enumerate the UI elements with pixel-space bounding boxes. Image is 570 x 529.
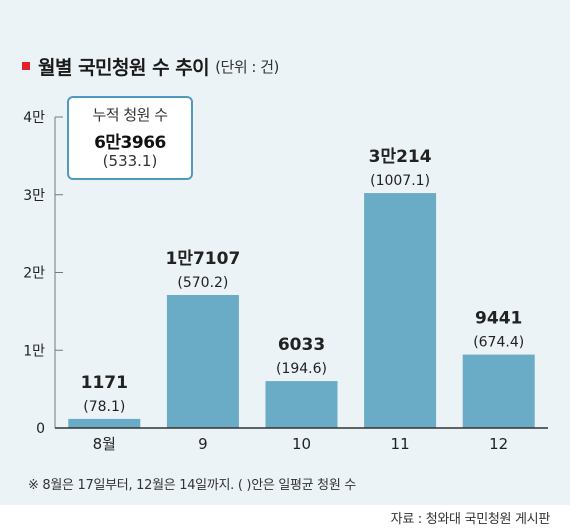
- bar-average-label: (194.6): [276, 361, 327, 377]
- x-tick-label: 10: [292, 435, 311, 453]
- x-tick-label: 8월: [93, 435, 116, 453]
- chart-title: 월별 국민청원 수 추이: [38, 56, 210, 79]
- x-tick-label: 12: [489, 435, 508, 453]
- bar-average-label: (570.2): [177, 275, 228, 291]
- bar-2: [265, 381, 338, 428]
- title-row: 월별 국민청원 수 추이 (단위 : 건): [22, 52, 279, 80]
- footnote: ※ 8월은 17일부터, 12월은 14일까지. ( )안은 일평균 청원 수: [28, 478, 356, 493]
- cumulative-total-label: 누적 청원 수: [92, 106, 168, 124]
- y-tick-label: 3만: [23, 188, 45, 204]
- bar-value-label: 9441: [475, 309, 522, 329]
- cumulative-total-value: 6만3966: [94, 133, 166, 153]
- y-tick-label: 2만: [23, 266, 45, 282]
- cumulative-daily-average: (533.1): [102, 152, 158, 170]
- bar-0: [68, 418, 141, 428]
- bar-average-label: (674.4): [473, 335, 524, 351]
- y-tick-label: 1만: [23, 343, 45, 359]
- bar-3: [364, 193, 437, 428]
- source-credit: 자료 : 청와대 국민청원 게시판: [390, 512, 551, 527]
- unit-label: (단위 : 건): [215, 57, 279, 76]
- bar-value-label: 1171: [81, 373, 128, 393]
- bar-value-label: 6033: [278, 335, 325, 355]
- bar-1: [166, 294, 239, 428]
- bar-value-label: 3만214: [369, 147, 432, 167]
- bar-average-label: (78.1): [83, 399, 125, 415]
- title-marker-icon: [22, 62, 30, 70]
- x-tick-label: 11: [391, 435, 410, 453]
- x-tick-label: 9: [198, 435, 208, 453]
- bar-average-label: (1007.1): [370, 173, 430, 189]
- y-tick-label: 4만: [23, 110, 45, 126]
- bar-4: [462, 354, 535, 428]
- bar-chart: 0 1만 2만 3만 4만 1171 (78.1) 8월 1만7107 (570.2) 9 6033 (…: [23, 110, 548, 453]
- bar-value-label: 1만7107: [166, 249, 241, 269]
- cumulative-total-box: 누적 청원 수 6만3966 (533.1): [67, 96, 193, 180]
- y-tick-label: 0: [36, 421, 45, 437]
